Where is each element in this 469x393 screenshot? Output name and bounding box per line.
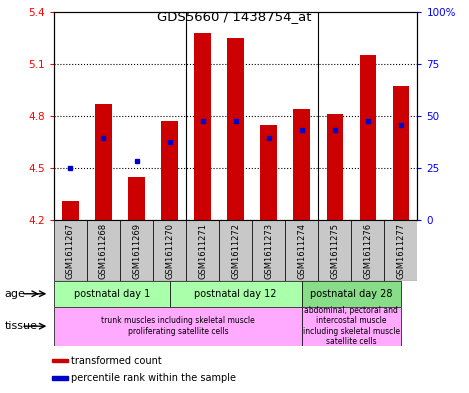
Text: postnatal day 1: postnatal day 1 [74,289,150,299]
Text: GSM1611268: GSM1611268 [99,222,108,279]
Bar [302,307,401,346]
Bar [54,220,87,281]
Bar [95,104,112,220]
Bar [153,220,186,281]
Bar [318,220,351,281]
Text: trunk muscles including skeletal muscle
proliferating satellite cells: trunk muscles including skeletal muscle … [101,316,255,336]
Bar [252,220,285,281]
Text: abdominal, pectoral and
intercostal muscle
including skeletal muscle
satellite c: abdominal, pectoral and intercostal musc… [303,306,400,346]
Bar [194,33,211,220]
Text: transformed count: transformed count [71,356,161,366]
Text: GSM1611267: GSM1611267 [66,222,75,279]
Bar [260,125,277,220]
Bar [227,38,244,220]
Text: percentile rank within the sample: percentile rank within the sample [71,373,236,383]
Bar [385,220,417,281]
Text: GSM1611269: GSM1611269 [132,222,141,279]
Text: postnatal day 28: postnatal day 28 [310,289,393,299]
Text: age: age [5,289,26,299]
Text: GSM1611272: GSM1611272 [231,222,240,279]
Text: GSM1611277: GSM1611277 [396,222,405,279]
Bar [87,220,120,281]
Text: tissue: tissue [5,321,38,331]
Text: GSM1611275: GSM1611275 [330,222,339,279]
Bar [302,281,401,307]
Text: GDS5660 / 1438754_at: GDS5660 / 1438754_at [157,10,312,23]
Bar [170,281,302,307]
Bar [219,220,252,281]
Text: postnatal day 12: postnatal day 12 [195,289,277,299]
Bar [161,121,178,220]
Text: GSM1611271: GSM1611271 [198,222,207,279]
Bar [54,307,302,346]
Bar [326,114,343,220]
Bar [186,220,219,281]
Text: GSM1611270: GSM1611270 [165,222,174,279]
Bar [285,220,318,281]
Text: GSM1611274: GSM1611274 [297,222,306,279]
Bar [129,177,145,220]
Bar [52,376,68,380]
Bar [52,359,68,362]
Bar [294,109,310,220]
Bar [54,281,170,307]
Bar [393,86,409,220]
Bar [120,220,153,281]
Bar [62,201,79,220]
Text: GSM1611273: GSM1611273 [264,222,273,279]
Bar [360,55,376,220]
Bar [351,220,385,281]
Text: GSM1611276: GSM1611276 [363,222,372,279]
